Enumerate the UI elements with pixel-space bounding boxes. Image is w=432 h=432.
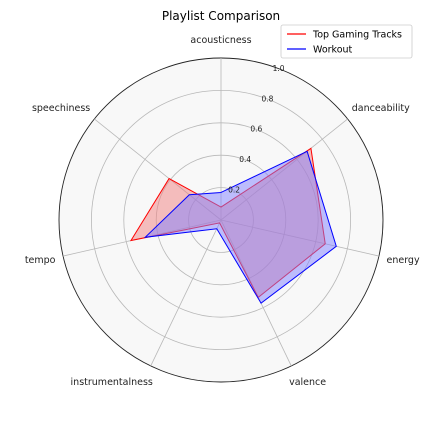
legend-label-1: Top Gaming Tracks (312, 30, 402, 41)
category-label-valence: valence (289, 377, 326, 388)
legend-box (280, 24, 413, 59)
radial-tick-label: 1.0 (273, 64, 285, 73)
radial-tick-label: 0.4 (239, 155, 251, 164)
category-label-tempo: tempo (25, 255, 56, 266)
grid-spoke (150, 219, 222, 367)
category-label-instrumentalness: instrumentalness (71, 377, 153, 388)
radial-tick-label: 0.6 (250, 125, 262, 134)
category-label-acousticness: acousticness (190, 35, 251, 46)
category-label-energy: energy (386, 255, 419, 266)
category-label-speechiness: speechiness (32, 103, 90, 114)
legend: Top Gaming Tracks Workout (280, 24, 413, 59)
legend-label-2: Workout (313, 45, 353, 56)
series-area-2 (143, 150, 337, 304)
radial-tick-label: 0.2 (228, 186, 240, 195)
chart-title: Playlist Comparison (162, 9, 280, 23)
category-label-danceability: danceability (352, 103, 410, 114)
radial-tick-label: 0.8 (261, 94, 273, 103)
